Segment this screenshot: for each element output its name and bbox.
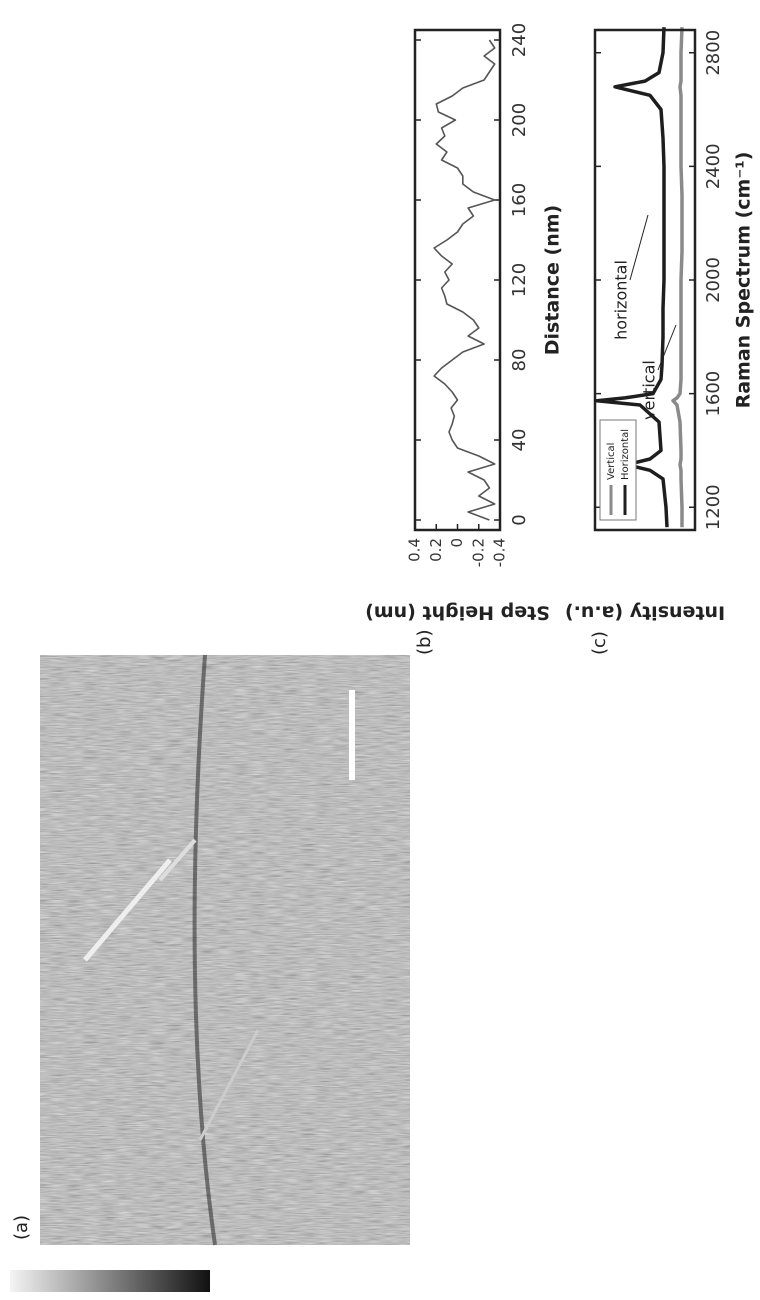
series-line: [595, 27, 669, 528]
afm-texture: [40, 655, 410, 1245]
annotation: vertical: [640, 360, 659, 420]
x-tick-label: 2000: [703, 257, 724, 303]
afm-image: [40, 654, 410, 1246]
x-tick-label: 1600: [703, 371, 724, 417]
series-line: [671, 27, 684, 528]
y-tick-label: -0.2: [469, 538, 487, 567]
y-axis-label: Step Height (nm): [365, 602, 550, 624]
annotation: horizontal: [612, 260, 631, 340]
annotation-leader: [629, 214, 649, 281]
y-axis-label: Intensity (a.u.): [565, 602, 725, 624]
x-tick-label: 40: [509, 429, 530, 452]
afm-streak: [198, 1029, 260, 1141]
y-tick-label: 0.2: [427, 538, 445, 562]
x-axis-label: Distance (nm): [542, 205, 564, 355]
y-tick-label: 0: [448, 538, 466, 548]
x-tick-label: 200: [509, 103, 530, 137]
x-tick-label: 160: [509, 183, 530, 217]
x-tick-label: 2800: [703, 30, 724, 76]
y-tick-label: 0.4: [406, 538, 424, 562]
afm-streak: [158, 838, 197, 882]
panel-label: (a): [11, 1215, 32, 1240]
legend-label: Horizontal: [620, 429, 631, 480]
afm-edge: [192, 654, 217, 1246]
legend-box: [599, 419, 637, 521]
x-tick-label: 120: [509, 263, 530, 297]
y-tick-label: -0.4: [491, 538, 509, 567]
x-tick-label: 240: [509, 23, 530, 57]
x-tick-label: 1200: [703, 484, 724, 530]
scale-bar: [349, 690, 355, 780]
x-tick-label: 80: [509, 349, 530, 372]
panel-label: (b): [414, 630, 435, 655]
plot-frame: [413, 28, 502, 532]
series-line: [433, 39, 496, 521]
x-axis-label: Raman Spectrum (cm⁻¹): [733, 152, 755, 409]
legend-label: Vertical: [606, 443, 617, 480]
x-tick-label: 2400: [703, 143, 724, 189]
panel-label: (c): [589, 631, 610, 655]
annotation-leader: [657, 324, 677, 371]
x-tick-label: 0: [509, 514, 530, 525]
plot-frame: [593, 28, 697, 532]
colorbar: [10, 1270, 210, 1292]
afm-streak: [83, 858, 172, 962]
